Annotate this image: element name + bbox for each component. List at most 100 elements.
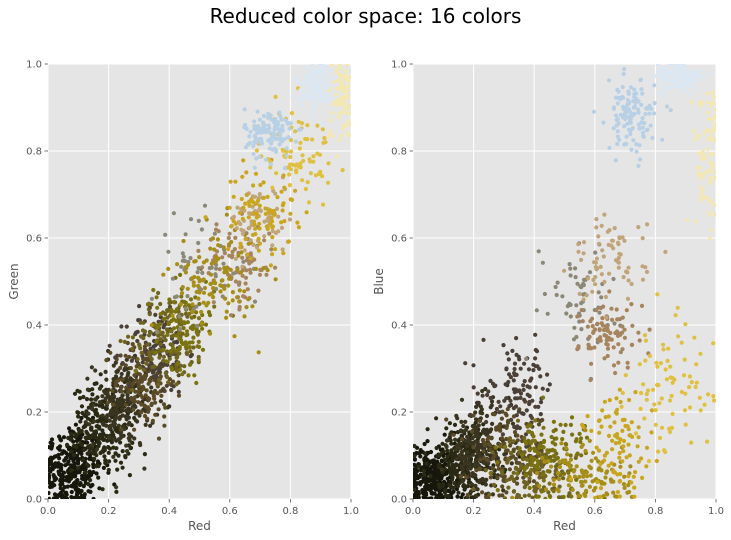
scatter-point	[73, 471, 78, 476]
x-tick-label: 0.2	[466, 506, 482, 517]
scatter-point	[330, 133, 335, 138]
x-tick-label: 1.0	[708, 506, 724, 517]
scatter-point	[118, 365, 123, 370]
scatter-point	[298, 165, 303, 170]
scatter-point	[585, 474, 590, 479]
scatter-point	[52, 454, 57, 459]
scatter-point	[613, 258, 619, 263]
scatter-point	[162, 362, 167, 367]
scatter-point	[72, 481, 77, 486]
scatter-point	[230, 298, 235, 303]
scatter-point	[211, 295, 216, 300]
scatter-point	[201, 290, 207, 295]
scatter-point	[156, 333, 161, 338]
scatter-point	[133, 411, 138, 416]
scatter-point	[251, 242, 256, 247]
scatter-point	[618, 464, 623, 469]
scatter-point	[656, 383, 661, 388]
scatter-point	[477, 480, 482, 485]
scatter-point	[617, 440, 622, 445]
scatter-point	[621, 444, 626, 449]
scatter-point	[151, 287, 156, 293]
scatter-point	[579, 301, 584, 306]
scatter-point	[94, 411, 99, 416]
scatter-point	[691, 85, 696, 90]
scatter-point	[139, 375, 145, 380]
scatter-point	[72, 391, 78, 396]
scatter-point	[87, 469, 92, 474]
scatter-point	[65, 453, 70, 458]
scatter-point	[254, 215, 259, 220]
scatter-point	[216, 229, 221, 234]
scatter-point	[711, 117, 716, 122]
scatter-point	[111, 363, 116, 368]
scatter-point	[295, 79, 300, 84]
scatter-point	[186, 262, 191, 267]
scatter-point	[65, 461, 70, 466]
y-tick-label: 0.8	[26, 147, 42, 158]
scatter-point	[637, 143, 642, 148]
x-axis-label: Red	[553, 519, 576, 533]
scatter-point	[109, 440, 114, 445]
scatter-point	[418, 472, 423, 477]
scatter-point	[668, 375, 673, 380]
scatter-point	[504, 366, 509, 371]
scatter-point	[558, 422, 563, 427]
scatter-point	[535, 462, 540, 467]
scatter-point	[641, 134, 647, 139]
scatter-point	[136, 400, 141, 405]
scatter-point	[279, 127, 284, 132]
scatter-point	[533, 332, 538, 337]
scatter-point	[196, 316, 202, 321]
scatter-point	[49, 482, 54, 487]
scatter-point	[128, 445, 134, 450]
scatter-point	[64, 478, 69, 483]
scatter-point	[600, 323, 606, 328]
scatter-point	[587, 270, 593, 275]
scatter-point	[75, 388, 80, 393]
scatter-point	[568, 302, 573, 307]
scatter-point	[136, 384, 142, 389]
scatter-point	[257, 154, 262, 159]
scatter-point	[161, 272, 166, 277]
scatter-point	[124, 385, 129, 390]
scatter-point	[280, 208, 285, 213]
scatter-point	[79, 442, 85, 447]
scatter-point	[152, 396, 157, 401]
scatter-point	[335, 98, 340, 103]
scatter-point	[597, 310, 602, 315]
scatter-point	[86, 489, 91, 494]
scatter-point	[581, 283, 586, 288]
scatter-point	[617, 455, 622, 460]
scatter-point	[123, 454, 128, 459]
scatter-point	[587, 464, 592, 469]
scatter-point	[528, 472, 533, 477]
scatter-point	[62, 485, 67, 490]
scatter-point	[125, 449, 130, 454]
scatter-point	[622, 124, 627, 129]
scatter-point	[631, 474, 636, 479]
scatter-point	[289, 111, 294, 116]
scatter-point	[444, 426, 449, 431]
scatter-point	[564, 446, 569, 451]
scatter-point	[286, 239, 291, 244]
scatter-point	[700, 157, 705, 162]
scatter-point	[94, 453, 99, 458]
scatter-point	[343, 107, 348, 112]
scatter-point	[233, 256, 238, 261]
scatter-point	[310, 64, 315, 67]
scatter-point	[551, 453, 557, 458]
scatter-point	[233, 221, 238, 226]
scatter-point	[74, 444, 79, 450]
scatter-point	[240, 216, 245, 221]
scatter-point	[240, 264, 245, 269]
scatter-point	[604, 491, 609, 496]
scatter-point	[566, 460, 571, 466]
scatter-point	[480, 429, 486, 434]
scatter-point	[187, 345, 192, 350]
scatter-point	[312, 76, 318, 81]
scatter-point	[210, 236, 216, 241]
scatter-point	[331, 80, 336, 85]
scatter-point	[148, 423, 153, 428]
scatter-point	[90, 406, 95, 412]
